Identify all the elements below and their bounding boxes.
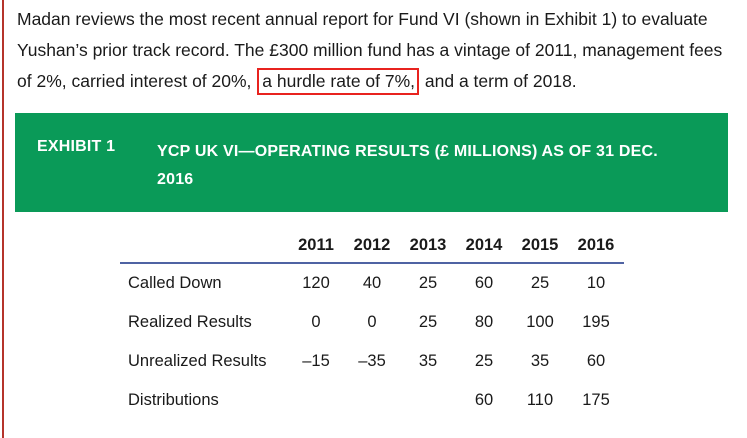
table-cell: 0 [311,313,321,331]
exhibit-number: EXHIBIT 1 [37,138,116,155]
table-cell: 40 [362,274,382,292]
table-row: Unrealized Results –15 –35 35 25 35 60 [120,342,624,381]
table-cell: 25 [418,313,438,331]
table-cell: 110 [526,391,554,409]
row-label: Distributions [128,391,219,409]
table-cell: 35 [418,352,438,370]
intro-text: Madan reviews the most recent annual rep… [17,4,737,97]
table-cell [288,381,344,420]
table-row: Distributions 60 110 175 [120,381,624,420]
table-cell: 25 [474,352,494,370]
table-row: Realized Results 0 0 25 80 100 195 [120,303,624,342]
table-cell: 195 [582,313,610,331]
row-label: Called Down [128,274,222,292]
exhibit-title: YCP UK VI—OPERATING RESULTS (£ MILLIONS)… [157,143,658,188]
year-header-2015: 2015 [512,229,568,264]
table-cell: 35 [530,352,550,370]
year-header-2011: 2011 [288,229,344,264]
exhibit-banner: EXHIBIT 1 YCP UK VI—OPERATING RESULTS (£… [15,113,728,212]
table-cell: –35 [358,352,386,370]
table-cell: 60 [586,352,606,370]
table-cell: 0 [367,313,377,331]
row-label: Unrealized Results [128,352,267,370]
table-row: Called Down 120 40 25 60 25 10 [120,263,624,303]
year-header-2013: 2013 [400,229,456,264]
table-cell: –15 [302,352,330,370]
table-cell: 25 [418,274,438,292]
header-row: 2011 2012 2013 2014 2015 2016 [120,229,624,264]
table-cell: 60 [474,274,494,292]
year-header-2012: 2012 [344,229,400,264]
intro-text-before: Madan reviews the most recent annual rep… [17,9,723,91]
table-header: 2011 2012 2013 2014 2015 2016 [120,229,624,264]
operating-results-table: 2011 2012 2013 2014 2015 2016 Called Dow… [120,229,624,420]
table-cell: 120 [302,274,330,292]
table-cell: 10 [586,274,606,292]
header-corner [120,229,288,264]
hurdle-rate-highlight: a hurdle rate of 7%, [257,68,420,95]
left-accent-rule [2,0,4,438]
table-cell: 60 [474,391,494,409]
year-header-2014: 2014 [456,229,512,264]
table-cell [344,381,400,420]
row-label: Realized Results [128,313,252,331]
year-header-2016: 2016 [568,229,624,264]
intro-paragraph: Madan reviews the most recent annual rep… [17,4,737,97]
intro-text-after: and a term of 2018. [424,71,577,91]
table-cell: 100 [526,313,554,331]
table-cell: 80 [474,313,494,331]
table-cell: 25 [530,274,550,292]
table-cell [400,381,456,420]
table-cell: 175 [582,391,610,409]
table-body: Called Down 120 40 25 60 25 10 Realized … [120,263,624,420]
